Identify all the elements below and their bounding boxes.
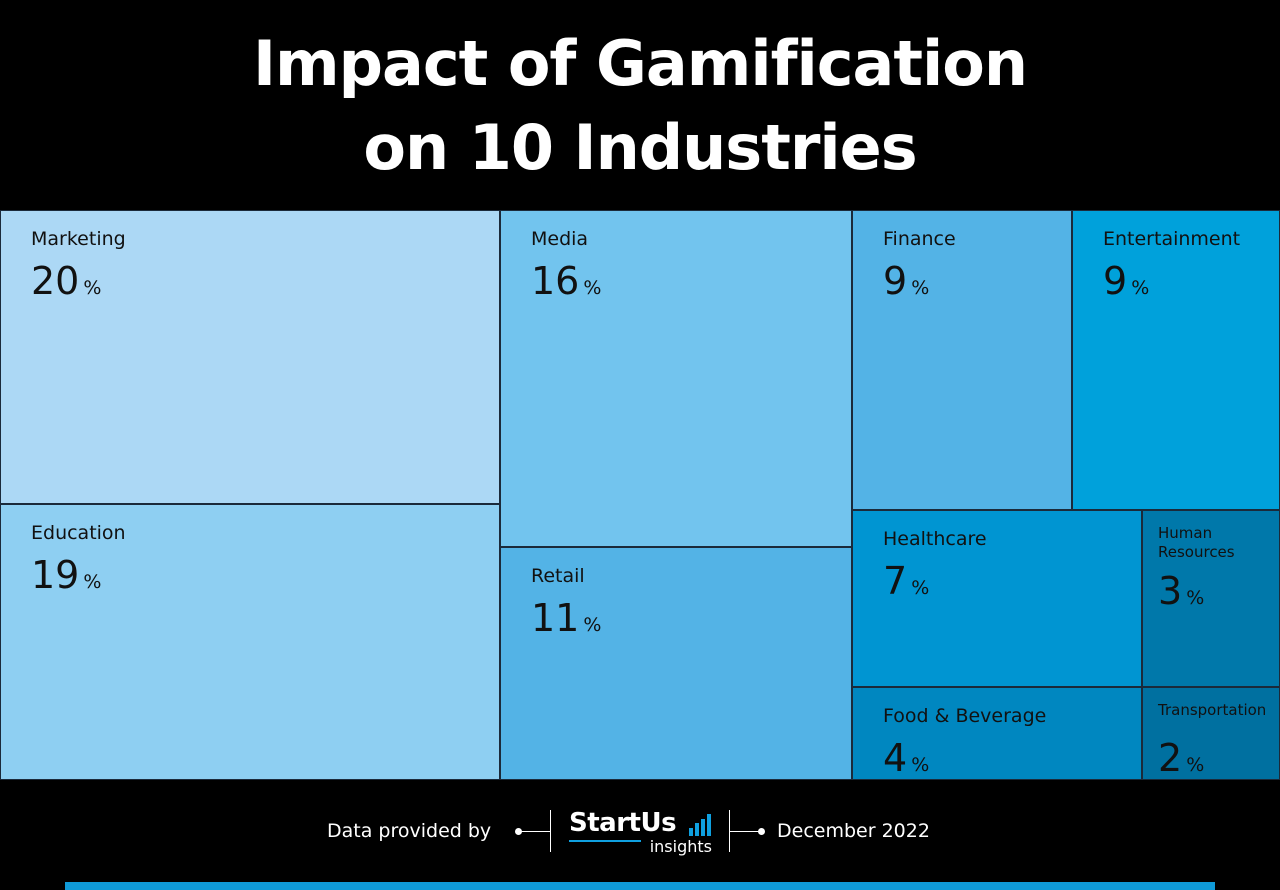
bottom-accent-strip <box>65 882 1215 890</box>
footer-dot-right <box>758 828 765 835</box>
tile-value-number: 4 <box>883 736 908 780</box>
tile-entertainment: Entertainment 9% <box>1072 210 1280 510</box>
tile-value: 4% <box>883 736 929 780</box>
tile-media: Media 16% <box>500 210 852 547</box>
logo-bars-icon <box>689 814 711 836</box>
tile-label: Marketing <box>31 228 126 250</box>
tile-value-number: 7 <box>883 559 908 603</box>
tile-label: Retail <box>531 565 585 587</box>
footer-divider-right <box>729 810 730 852</box>
tile-marketing: Marketing 20% <box>0 210 500 504</box>
tile-food-beverage: Food & Beverage 4% <box>852 687 1142 780</box>
tile-value-unit: % <box>911 754 930 776</box>
tile-label: Media <box>531 228 589 250</box>
tile-label: Education <box>31 522 126 544</box>
tile-value: 20% <box>31 259 101 303</box>
tile-value-number: 9 <box>1103 259 1128 303</box>
date-text: December 2022 <box>777 820 930 842</box>
tile-value-unit: % <box>1186 754 1205 776</box>
logo-brand-text: StartUs <box>569 808 677 838</box>
tile-value-unit: % <box>1186 587 1205 609</box>
tile-value-number: 9 <box>883 259 908 303</box>
tile-label: Finance <box>883 228 956 250</box>
logo-underline <box>569 840 641 842</box>
tile-value: 9% <box>1103 259 1149 303</box>
tile-value-number: 2 <box>1158 736 1183 780</box>
tile-label: Food & Beverage <box>883 705 1047 727</box>
tile-education: Education 19% <box>0 504 500 780</box>
tile-value-number: 3 <box>1158 569 1183 613</box>
chart-title: Impact of Gamification on 10 Industries <box>0 22 1280 190</box>
tile-value: 7% <box>883 559 929 603</box>
tile-value-number: 16 <box>531 259 580 303</box>
tile-value-unit: % <box>83 277 102 299</box>
tile-label: Human Resources <box>1158 524 1235 561</box>
tile-retail: Retail 11% <box>500 547 852 780</box>
tile-label: Healthcare <box>883 528 987 550</box>
tile-value-number: 19 <box>31 553 80 597</box>
tile-value-unit: % <box>583 277 602 299</box>
tile-value: 2% <box>1158 736 1204 780</box>
data-provided-by-text: Data provided by <box>327 820 492 842</box>
tile-value-unit: % <box>83 571 102 593</box>
footer: Data provided by StartUs insights Decemb… <box>0 800 1280 860</box>
tile-value-number: 11 <box>531 596 580 640</box>
title-line-1: Impact of Gamification <box>252 27 1028 100</box>
tile-value-unit: % <box>583 614 602 636</box>
tile-value-unit: % <box>911 577 930 599</box>
tile-value: 19% <box>31 553 101 597</box>
footer-line-left <box>520 831 550 832</box>
startus-insights-logo: StartUs insights <box>569 808 714 856</box>
treemap: Marketing 20% Education 19% Media 16% Retail 11… <box>0 210 1280 780</box>
tile-value-unit: % <box>1131 277 1150 299</box>
tile-value: 11% <box>531 596 601 640</box>
footer-line-right <box>730 831 760 832</box>
tile-healthcare: Healthcare 7% <box>852 510 1142 687</box>
tile-value: 16% <box>531 259 601 303</box>
title-line-2: on 10 Industries <box>363 111 917 184</box>
tile-label: Transportation <box>1158 701 1267 719</box>
tile-value: 3% <box>1158 569 1204 613</box>
tile-transportation: Transportation 2% <box>1142 687 1280 780</box>
tile-value-unit: % <box>911 277 930 299</box>
tile-human-resources: Human Resources 3% <box>1142 510 1280 687</box>
logo-sub-text: insights <box>649 837 712 856</box>
footer-divider-left <box>550 810 551 852</box>
tile-finance: Finance 9% <box>852 210 1072 510</box>
footer-dot-left <box>515 828 522 835</box>
tile-value-number: 20 <box>31 259 80 303</box>
tile-value: 9% <box>883 259 929 303</box>
tile-label: Entertainment <box>1103 228 1241 250</box>
